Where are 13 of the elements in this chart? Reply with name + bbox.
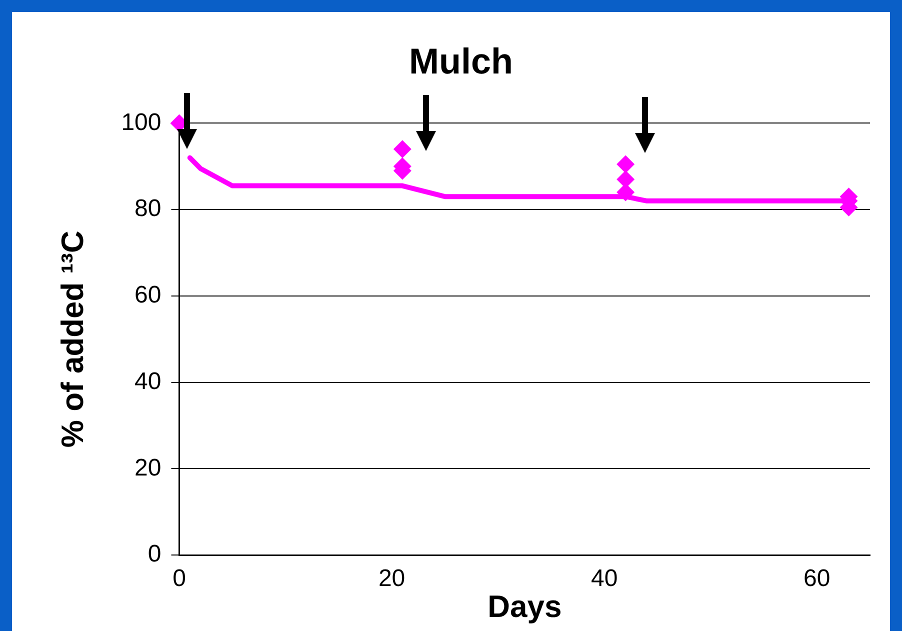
y-tick-label: 80 bbox=[134, 195, 162, 222]
y-tick-label: 0 bbox=[148, 540, 162, 568]
x-tick-label: 60 bbox=[804, 565, 830, 592]
chart-title: Mulch bbox=[409, 40, 513, 82]
x-axis-title: Days bbox=[488, 588, 562, 624]
y-tick-label: 40 bbox=[134, 368, 162, 395]
x-tick-label: 20 bbox=[378, 565, 406, 592]
y-tick-label: 60 bbox=[134, 282, 162, 309]
y-tick-label: 20 bbox=[134, 454, 162, 482]
y-axis-title: % of added ¹³C bbox=[55, 230, 90, 448]
x-tick-label: 0 bbox=[172, 565, 186, 592]
y-tick-label: 100 bbox=[121, 108, 162, 136]
x-tick-label: 40 bbox=[590, 565, 618, 592]
